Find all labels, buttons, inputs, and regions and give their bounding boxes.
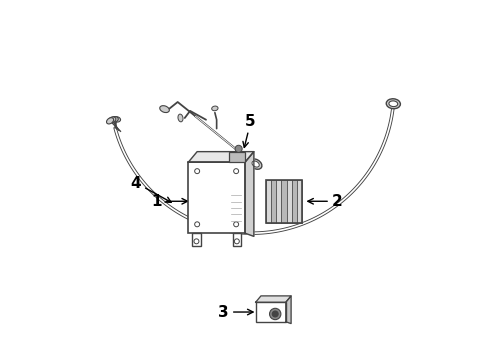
Circle shape xyxy=(235,145,242,152)
Text: 3: 3 xyxy=(219,305,229,320)
Ellipse shape xyxy=(160,106,170,113)
Bar xyxy=(256,302,286,322)
Ellipse shape xyxy=(110,117,118,122)
Ellipse shape xyxy=(178,114,183,122)
Ellipse shape xyxy=(249,159,262,169)
Ellipse shape xyxy=(108,117,116,123)
Ellipse shape xyxy=(106,118,114,124)
Ellipse shape xyxy=(212,106,218,111)
Text: 4: 4 xyxy=(131,176,141,191)
Bar xyxy=(271,180,276,222)
Bar xyxy=(287,180,292,222)
Bar xyxy=(266,180,271,222)
Circle shape xyxy=(270,308,281,320)
Bar xyxy=(188,162,245,233)
Text: 2: 2 xyxy=(332,194,343,209)
Text: 5: 5 xyxy=(245,114,256,129)
Bar xyxy=(229,152,245,162)
Polygon shape xyxy=(286,296,291,324)
Ellipse shape xyxy=(252,161,259,167)
Bar xyxy=(192,233,201,246)
Ellipse shape xyxy=(389,101,398,107)
Circle shape xyxy=(272,311,278,317)
Polygon shape xyxy=(188,152,254,162)
Ellipse shape xyxy=(113,117,121,122)
Bar xyxy=(266,180,302,222)
Bar xyxy=(276,180,281,222)
Bar xyxy=(292,180,296,222)
Ellipse shape xyxy=(386,99,400,109)
Bar xyxy=(233,233,242,246)
Text: 1: 1 xyxy=(151,194,162,209)
Polygon shape xyxy=(256,296,291,302)
Bar xyxy=(296,180,302,222)
Polygon shape xyxy=(245,152,254,237)
Bar xyxy=(281,180,287,222)
